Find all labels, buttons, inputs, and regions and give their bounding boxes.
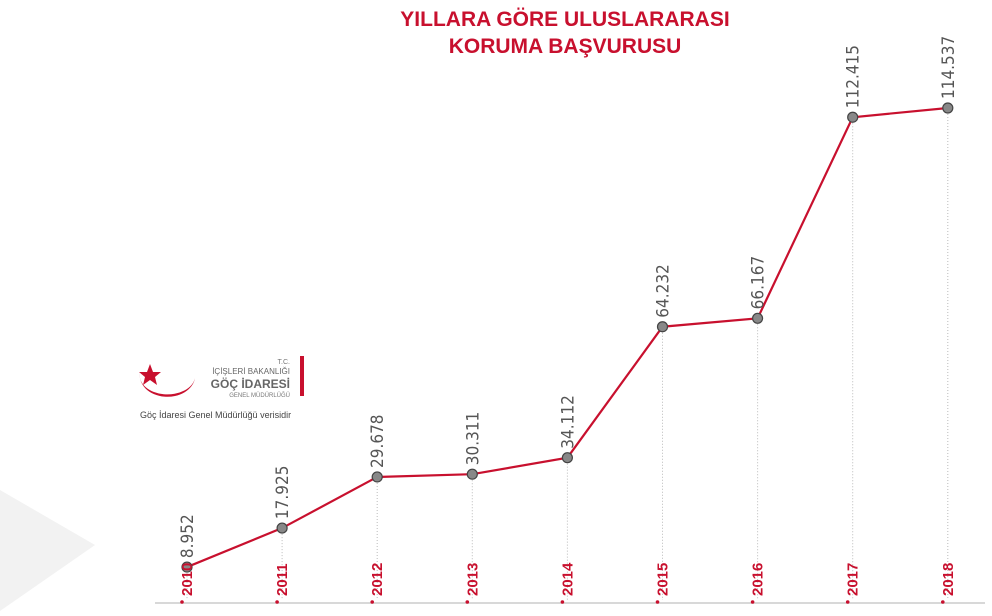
point [561, 452, 574, 464]
year-dot [370, 600, 375, 604]
year-dot [655, 600, 660, 604]
point [466, 468, 478, 480]
point [656, 321, 669, 333]
x-tick-label: 2014 [559, 562, 576, 596]
year-dot [750, 600, 755, 604]
point [751, 312, 764, 324]
x-tick-label: 2018 [940, 563, 957, 596]
point [276, 522, 288, 534]
logo: T.C. İÇİŞLERİ BAKANLIĞI GÖÇ İDARESİ GENE… [139, 356, 304, 399]
year-dot [275, 600, 279, 604]
point [847, 111, 859, 123]
year-dot [845, 600, 850, 604]
logo-text: İÇİŞLERİ BAKANLIĞI [212, 367, 290, 376]
logo-text: T.C. [278, 359, 291, 366]
x-tick-label: 2012 [369, 563, 386, 596]
data-label: 66.167 [749, 256, 769, 310]
point [942, 102, 954, 114]
data-label: 17.925 [273, 466, 293, 520]
logo-text: GENEL MÜDÜRLÜĞÜ [229, 392, 290, 399]
x-tick-label: 2010 [179, 563, 196, 596]
x-tick-label: 2013 [464, 563, 481, 596]
data-label: 8.952 [178, 514, 198, 558]
year-dot [941, 600, 945, 604]
x-tick-label: 2017 [845, 563, 862, 596]
star [139, 364, 161, 385]
point [181, 561, 193, 573]
chart-title: YILLARA GÖRE ULUSLARARASI [400, 8, 729, 31]
logo-bar [300, 356, 304, 396]
year-dot [180, 600, 184, 604]
year-dot [560, 600, 565, 604]
data-label: 34.112 [558, 395, 578, 449]
x-tick-label: 2016 [750, 563, 767, 596]
x-tick-label: 2015 [655, 563, 672, 596]
chart-title: KORUMA BAŞVURUSU [449, 35, 682, 58]
line [186, 106, 948, 569]
data-label: 114.537 [939, 36, 959, 99]
point [371, 471, 383, 483]
logo-text: GÖÇ İDARESİ [211, 376, 290, 391]
x-tick-label: 2011 [274, 563, 291, 596]
year-dot [465, 600, 470, 604]
data-label: 112.415 [844, 45, 864, 108]
decoration [0, 490, 95, 611]
source-note: Göç İdaresi Genel Müdürlüğü verisidir [140, 410, 291, 420]
data-label: 64.232 [654, 264, 674, 318]
data-label: 30.311 [463, 412, 483, 466]
data-label: 29.678 [368, 414, 388, 468]
